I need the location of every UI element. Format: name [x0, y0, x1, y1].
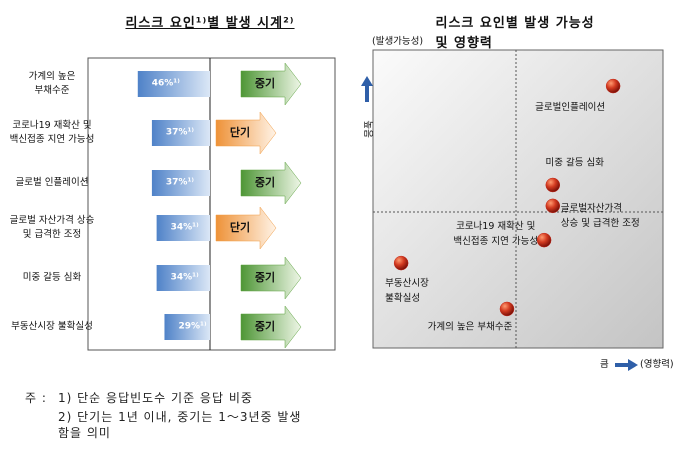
term-arrow: [215, 206, 277, 250]
category-label: 코로나19 재확산 및 백신접종 지연 가능성: [9, 119, 95, 145]
point-label: 부동산시장 불확실성: [385, 277, 429, 305]
y-arrow: [361, 76, 373, 102]
bar: [151, 170, 210, 196]
term-label: 단기: [229, 220, 251, 234]
value-label: 34%¹⁾: [170, 222, 199, 233]
bar: [156, 265, 210, 291]
chart-title: 리스크 요인별 발생 가능성 및 영향력: [435, 16, 595, 51]
x-axis-label: (영향력): [640, 358, 674, 370]
x-axis-note: 큼: [600, 358, 609, 370]
left-frame: [87, 57, 336, 351]
value-label: 37%¹⁾: [165, 127, 194, 138]
term-arrow: [240, 256, 302, 300]
point: [393, 255, 409, 271]
category-label: 가계의 높은 부채수준: [28, 70, 76, 96]
bar: [156, 215, 210, 241]
point-label: 코로나19 재확산 및 백신접종 지연 가능성: [453, 220, 539, 248]
term-label: 중기: [254, 76, 276, 90]
point-label: 글로벌자산가격 상승 및 급격한 조정: [560, 202, 640, 229]
chart-title: 리스크 요인¹⁾별 발생 시계²⁾: [125, 16, 295, 31]
x-arrow: [615, 359, 638, 371]
point: [545, 198, 561, 214]
term-label: 중기: [254, 270, 276, 284]
note-prefix: 주 :: [25, 391, 47, 405]
value-label: 37%¹⁾: [165, 177, 194, 188]
category-label: 미중 갈등 심화: [22, 271, 82, 283]
point-label: 글로벌인플레이션: [535, 102, 606, 114]
term-label: 중기: [254, 175, 276, 189]
value-label: 34%¹⁾: [170, 272, 199, 283]
term-label: 단기: [229, 125, 251, 139]
term-arrow: [240, 62, 302, 106]
y-axis-label: (발생가능성): [372, 35, 424, 47]
value-label: 46%¹⁾: [151, 78, 180, 89]
point: [499, 301, 515, 317]
point-label: 미중 갈등 심화: [545, 157, 605, 169]
bar: [151, 120, 210, 146]
point: [536, 232, 552, 248]
y-axis-note: 높음: [361, 120, 373, 138]
point: [545, 177, 561, 193]
category-label: 부동산시장 불확실성: [11, 320, 93, 332]
bar: [137, 71, 210, 97]
bar: [164, 314, 210, 340]
term-arrow: [240, 161, 302, 205]
term-arrow: [215, 111, 277, 155]
term-label: 중기: [254, 319, 276, 333]
note: 1) 단순 응답빈도수 기준 응답 비중: [58, 391, 253, 405]
right-frame: [372, 49, 664, 349]
term-arrow: [240, 305, 302, 349]
category-label: 글로벌 자산가격 상승 및 급격한 조정: [9, 214, 95, 240]
note: 2) 단기는 1년 이내, 중기는 1～3년중 발생 함을 의미: [58, 410, 302, 441]
value-label: 29%¹⁾: [178, 321, 207, 332]
point: [605, 78, 621, 94]
category-label: 글로벌 인플레이션: [15, 176, 89, 188]
point-label: 가계의 높은 부채수준: [427, 321, 513, 333]
